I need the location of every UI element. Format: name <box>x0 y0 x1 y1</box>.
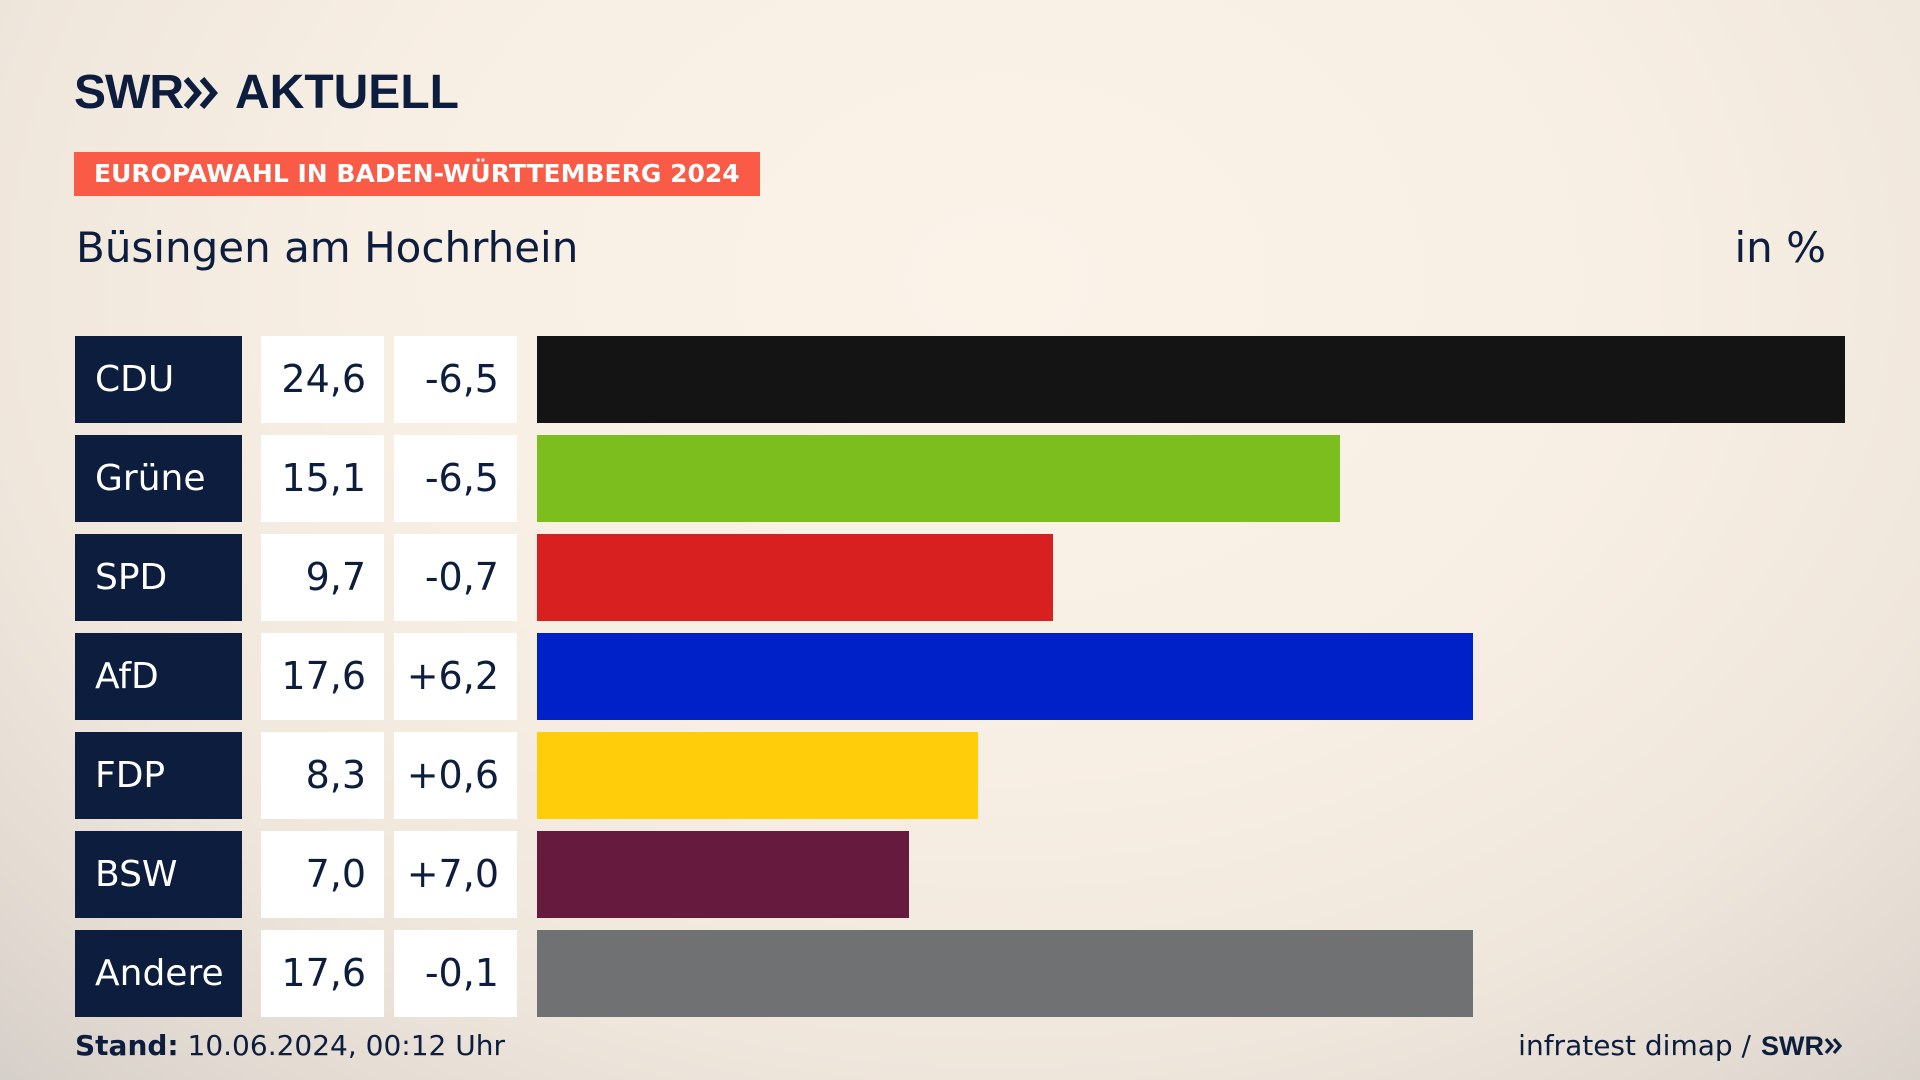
unit-label: in % <box>1734 223 1826 272</box>
double-chevron-icon <box>183 77 218 109</box>
bar-fdp <box>537 732 978 819</box>
row-fdp: FDP 8,3 +0,6 <box>75 732 1845 819</box>
change-value: -6,5 <box>394 435 517 522</box>
bar-andere <box>537 930 1473 1017</box>
results-chart: CDU 24,6 -6,5 Grüne 15,1 -6,5 SPD 9,7 -0,7 AfD 17,… <box>75 336 1845 1017</box>
change-value: +0,6 <box>394 732 517 819</box>
result-value: 8,3 <box>261 732 384 819</box>
party-label: Andere <box>75 930 242 1017</box>
change-value: -0,1 <box>394 930 517 1017</box>
change-value: -6,5 <box>394 336 517 423</box>
row-bsw: BSW 7,0 +7,0 <box>75 831 1845 918</box>
party-label: CDU <box>75 336 242 423</box>
result-value: 9,7 <box>261 534 384 621</box>
change-value: +7,0 <box>394 831 517 918</box>
election-banner: EUROPAWAHL IN BADEN-WÜRTTEMBERG 2024 <box>74 152 760 196</box>
bar-afd <box>537 633 1473 720</box>
result-value: 17,6 <box>261 633 384 720</box>
change-value: -0,7 <box>394 534 517 621</box>
bar-grüne <box>537 435 1340 522</box>
source-credit: infratest dimap / SWR <box>1518 1028 1844 1064</box>
bar-cdu <box>537 336 1845 423</box>
timestamp: Stand: 10.06.2024, 00:12 Uhr <box>75 1028 505 1064</box>
bar-spd <box>537 534 1053 621</box>
swr-logo: SWR <box>74 69 221 117</box>
footer-swr-text: SWR <box>1761 1031 1824 1061</box>
result-value: 15,1 <box>261 435 384 522</box>
footer-swr-logo: SWR <box>1761 1028 1844 1064</box>
change-value: +6,2 <box>394 633 517 720</box>
stand-value: 10.06.2024, 00:12 Uhr <box>187 1029 505 1062</box>
aktuell-logo-text: AKTUELL <box>234 66 459 119</box>
party-label: SPD <box>75 534 242 621</box>
location-title: Büsingen am Hochrhein <box>76 223 579 272</box>
swr-logo-text: SWR <box>74 66 184 119</box>
party-label: FDP <box>75 732 242 819</box>
row-cdu: CDU 24,6 -6,5 <box>75 336 1845 423</box>
result-value: 24,6 <box>261 336 384 423</box>
row-andere: Andere 17,6 -0,1 <box>75 930 1845 1017</box>
row-afd: AfD 17,6 +6,2 <box>75 633 1845 720</box>
result-value: 17,6 <box>261 930 384 1017</box>
party-label: Grüne <box>75 435 242 522</box>
row-grüne: Grüne 15,1 -6,5 <box>75 435 1845 522</box>
party-label: BSW <box>75 831 242 918</box>
stand-label: Stand: <box>75 1029 179 1062</box>
result-value: 7,0 <box>261 831 384 918</box>
swr-aktuell-logo: SWR AKTUELL <box>74 66 459 120</box>
row-spd: SPD 9,7 -0,7 <box>75 534 1845 621</box>
bar-bsw <box>537 831 909 918</box>
source-text: infratest dimap / <box>1518 1029 1751 1062</box>
party-label: AfD <box>75 633 242 720</box>
double-chevron-icon <box>1824 1037 1843 1055</box>
